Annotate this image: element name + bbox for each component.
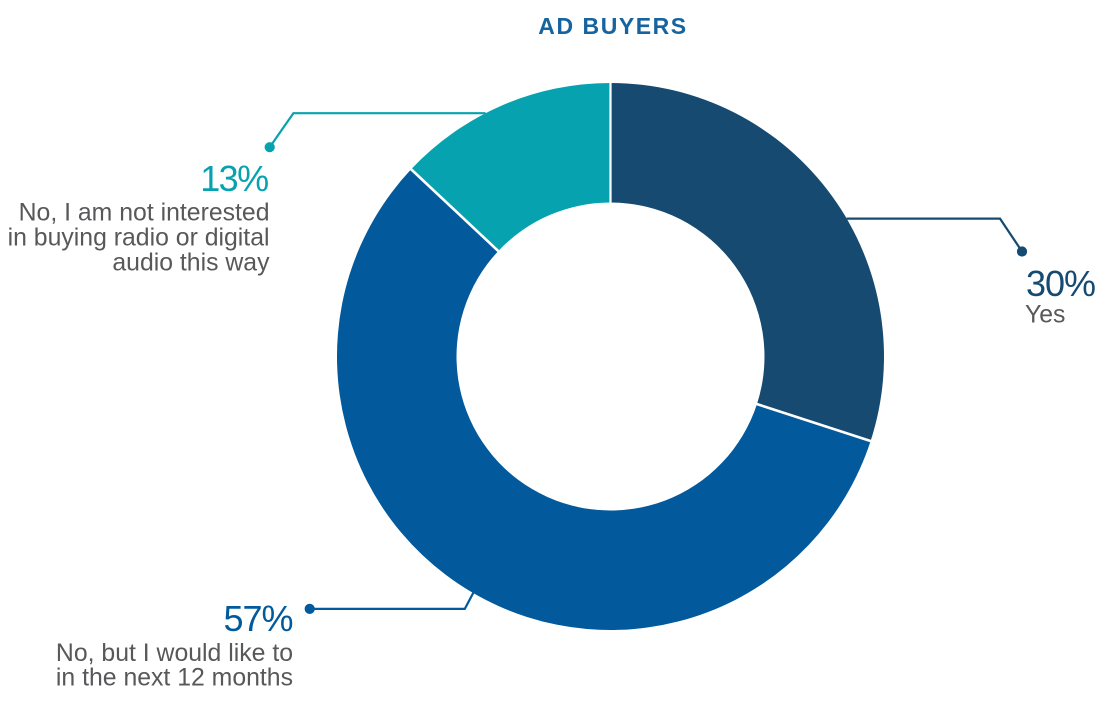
svg-text:No, I am not interested: No, I am not interested <box>19 200 270 227</box>
svg-text:in the next 12 months: in the next 12 months <box>56 664 293 691</box>
svg-text:AD BUYERS: AD BUYERS <box>538 13 687 39</box>
svg-text:57%: 57% <box>223 598 292 639</box>
svg-text:Yes: Yes <box>1025 302 1065 329</box>
svg-text:in buying radio or digital: in buying radio or digital <box>8 225 270 252</box>
svg-text:No, but I would like to: No, but I would like to <box>56 640 293 667</box>
svg-text:30%: 30% <box>1026 263 1095 304</box>
svg-text:audio this way: audio this way <box>112 250 270 277</box>
svg-text:13%: 13% <box>200 158 268 199</box>
